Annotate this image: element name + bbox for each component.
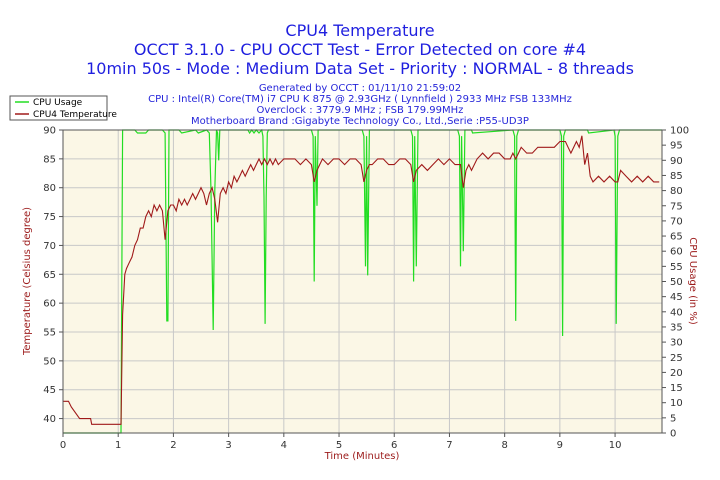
y2-tick-label-15: 75 xyxy=(670,201,683,212)
y2-tick-label-12: 60 xyxy=(670,247,683,258)
y-tick-label-10: 90 xyxy=(43,126,56,137)
y2-tick-label-18: 90 xyxy=(670,156,683,167)
chart-subtitle-2: 10min 50s - Mode : Medium Data Set - Pri… xyxy=(86,59,634,78)
y2-tick-label-1: 5 xyxy=(670,413,676,424)
y-tick-label-9: 85 xyxy=(43,154,56,165)
y-tick-label-3: 55 xyxy=(43,328,56,339)
x-axis-label: Time (Minutes) xyxy=(324,451,400,462)
y2-tick-label-5: 25 xyxy=(670,353,683,364)
info-motherboard: Motherboard Brand :Gigabyte Technology C… xyxy=(191,116,529,127)
legend-box xyxy=(9,95,108,121)
y-axis-label: Temperature (Celsius degree) xyxy=(22,207,33,356)
x-tick-label-6: 6 xyxy=(391,440,397,451)
legend-label-temp: CPU4 Temperature xyxy=(33,110,117,120)
x-tick-label-5: 5 xyxy=(336,440,342,451)
y2-axis-ticks: 0 5 10 15 20 25 30 35 40 45 50 55 60 65 70 75 80 85 90 95 10… xyxy=(662,126,689,440)
y-tick-label-0: 40 xyxy=(43,414,56,425)
y2-tick-label-3: 15 xyxy=(670,383,683,394)
y2-tick-label-14: 70 xyxy=(670,216,683,227)
x-tick-label-1: 1 xyxy=(115,440,121,451)
y-tick-label-5: 65 xyxy=(43,270,56,281)
chart-subtitle-1: OCCT 3.1.0 - CPU OCCT Test - Error Detec… xyxy=(134,40,586,59)
chart-title: CPU4 Temperature xyxy=(285,21,434,40)
y-tick-label-2: 50 xyxy=(43,356,56,367)
x-tick-label-4: 4 xyxy=(281,440,287,451)
y2-tick-label-16: 80 xyxy=(670,186,683,197)
y2-tick-label-17: 85 xyxy=(670,171,683,182)
y-tick-label-7: 75 xyxy=(43,212,56,223)
y2-tick-label-20: 100 xyxy=(670,126,689,137)
x-tick-label-2: 2 xyxy=(170,440,176,451)
y2-tick-label-11: 55 xyxy=(670,262,683,273)
y2-tick-label-9: 45 xyxy=(670,292,683,303)
legend-label-usage: CPU Usage xyxy=(33,98,83,108)
y2-axis-label: CPU Usage (in %) xyxy=(687,237,698,325)
y2-tick-label-13: 65 xyxy=(670,232,683,243)
y-tick-label-6: 70 xyxy=(43,241,56,252)
y2-tick-label-8: 40 xyxy=(670,307,683,318)
x-axis-ticks: 0 1 2 3 4 5 6 7 8 9 10 xyxy=(60,433,622,451)
y2-tick-label-6: 30 xyxy=(670,338,683,349)
x-tick-label-7: 7 xyxy=(446,440,452,451)
info-overclock: Overclock : 3779.9 MHz ; FSB 179.99MHz xyxy=(257,105,464,116)
x-tick-label-10: 10 xyxy=(609,440,622,451)
y2-tick-label-2: 10 xyxy=(670,398,683,409)
x-tick-label-9: 9 xyxy=(557,440,563,451)
x-tick-label-3: 3 xyxy=(225,440,231,451)
y2-tick-label-10: 50 xyxy=(670,277,683,288)
y-axis-ticks: 40 45 50 55 60 65 70 75 80 85 90 xyxy=(43,126,63,425)
x-tick-label-0: 0 xyxy=(60,440,66,451)
info-generated: Generated by OCCT : 01/11/10 21:59:02 xyxy=(259,83,461,94)
y2-tick-label-0: 0 xyxy=(670,429,676,440)
y-tick-label-4: 60 xyxy=(43,299,56,310)
y-tick-label-1: 45 xyxy=(43,385,56,396)
y2-tick-label-19: 95 xyxy=(670,141,683,152)
cpu4-temperature-line xyxy=(63,135,660,425)
y2-tick-label-4: 20 xyxy=(670,368,683,379)
x-tick-label-8: 8 xyxy=(501,440,507,451)
info-cpu: CPU : Intel(R) Core(TM) i7 CPU K 875 @ 2… xyxy=(148,94,572,105)
legend: CPU Usage CPU4 Temperature xyxy=(9,95,117,121)
y-tick-label-8: 80 xyxy=(43,183,56,194)
y2-tick-label-7: 35 xyxy=(670,322,683,333)
